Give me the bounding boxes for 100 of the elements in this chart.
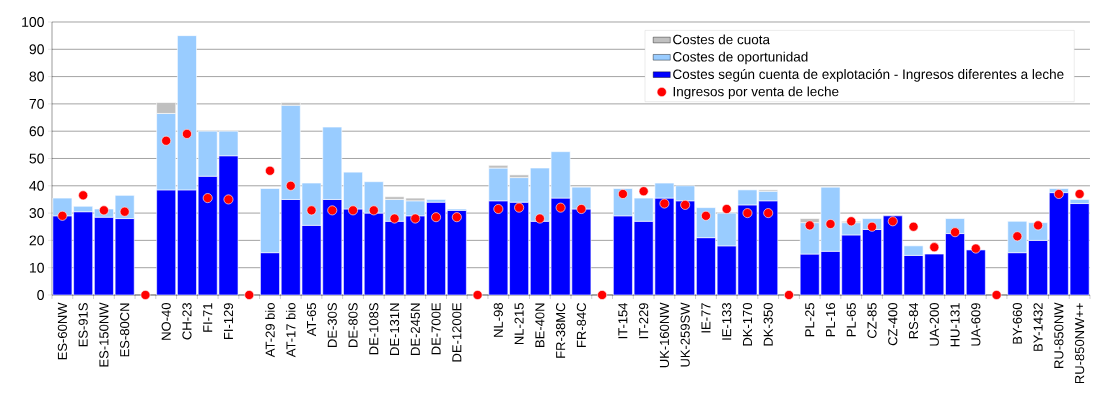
x-tick-label: DE-700E	[431, 303, 441, 355]
x-tick-label: DE-108S	[369, 303, 379, 355]
point	[784, 290, 794, 300]
point	[1012, 231, 1023, 242]
x-tick-label: DK-350	[763, 303, 773, 346]
x-tick-label: CZ-85	[867, 303, 877, 338]
point	[991, 290, 1002, 300]
x-tick-label: FR-38MC	[556, 303, 566, 358]
point	[140, 290, 151, 300]
x-tick-label: IE-133	[722, 303, 732, 340]
point	[597, 290, 608, 300]
point	[161, 135, 172, 146]
point	[721, 204, 732, 214]
x-tick-label: DE-30S	[327, 303, 337, 347]
x-tick-label: PL-65	[846, 303, 856, 337]
x-tick-label: UA-200	[929, 303, 939, 346]
x-tick-label: ES-60NW	[57, 302, 67, 360]
y-tick-label: 100	[22, 17, 44, 27]
legend-label: Ingresos por venta de leche	[673, 86, 839, 99]
point	[431, 212, 441, 223]
x-tick-label: UA-609	[971, 303, 981, 346]
x-tick-label: FI-129	[223, 303, 234, 340]
point	[99, 205, 109, 216]
y-tick-label: 40	[29, 180, 44, 191]
point	[57, 210, 68, 221]
x-tick-label: RU-850NW++	[1074, 303, 1085, 384]
point	[804, 220, 815, 231]
x-tick-label: AT-29 bio	[265, 303, 275, 358]
y-tick-label: 90	[29, 44, 44, 55]
legend-label: Costes de cuota	[673, 34, 771, 45]
x-tick-label: NO-40	[161, 303, 171, 340]
x-tick-label: CH-23	[182, 303, 192, 340]
point	[763, 208, 774, 218]
x-tick-label: UK-160NW	[659, 302, 670, 368]
point	[617, 189, 628, 199]
point	[78, 190, 89, 201]
x-tick-label: RU-850NW	[1054, 302, 1064, 368]
x-tick-label: BE-40N	[535, 303, 545, 347]
y-tick-label: 60	[29, 126, 44, 137]
x-tick-label: FI-71	[203, 303, 213, 332]
x-tick-label: ES-80CN	[120, 303, 130, 357]
x-tick-label: IT-229	[639, 303, 649, 339]
point	[1053, 189, 1064, 199]
x-tick-label: DE-131N	[389, 303, 400, 355]
x-tick-label: AT-65	[306, 303, 317, 337]
point	[680, 200, 691, 210]
legend-label: Costes de oportunidad	[673, 51, 808, 65]
point	[929, 242, 940, 253]
point	[327, 205, 338, 216]
legend-label: Costes según cuenta de explotación - Ingresos diferentes a leche	[673, 68, 1064, 82]
x-tick-label: ES-91S	[78, 303, 88, 347]
x-tick-label: NL-98	[493, 303, 503, 337]
y-tick-label: 50	[29, 153, 44, 164]
point	[348, 205, 358, 216]
point	[908, 221, 919, 232]
point	[1074, 189, 1085, 199]
point	[306, 205, 317, 216]
x-tick-label: UK-259SW	[680, 302, 690, 367]
y-tick-label: 0	[37, 290, 44, 300]
x-tick-label: FR-84C	[576, 303, 586, 347]
y-tick-label: 10	[29, 262, 44, 273]
point	[659, 198, 670, 209]
point	[285, 180, 296, 191]
point	[742, 208, 753, 218]
x-tick-label: PL-25	[805, 303, 815, 337]
x-tick-label: PL-16	[825, 303, 836, 337]
point	[202, 193, 213, 203]
point	[970, 243, 981, 254]
point	[493, 204, 504, 214]
point	[825, 219, 836, 229]
x-tick-label: CZ-400	[888, 303, 898, 346]
x-tick-label: DE-80S	[348, 303, 358, 347]
point	[368, 205, 379, 216]
x-tick-label: BY-660	[1012, 303, 1022, 344]
point	[514, 202, 524, 213]
x-tick-label: DE-245N	[410, 303, 420, 355]
x-tick-label: BY-1432	[1033, 303, 1043, 351]
x-tick-label: IE-77	[701, 303, 711, 333]
point	[701, 210, 711, 221]
point	[846, 216, 857, 227]
point	[576, 204, 587, 214]
point	[389, 213, 400, 224]
x-tick-label: RS-84	[908, 302, 919, 339]
point	[265, 165, 275, 176]
point	[1033, 220, 1043, 231]
point	[182, 129, 192, 139]
x-tick-label: ES-150NW	[99, 302, 109, 367]
y-tick-label: 80	[29, 71, 44, 82]
point	[867, 221, 877, 232]
x-tick-label: IT-154	[618, 302, 628, 339]
x-tick-label: NL-215	[514, 303, 524, 345]
x-tick-label: AT-17 bio	[285, 303, 296, 358]
point	[638, 186, 649, 197]
point	[119, 206, 130, 217]
point	[451, 212, 462, 223]
point	[555, 202, 566, 213]
point	[410, 213, 421, 224]
point	[244, 290, 255, 300]
x-tick-label: HU-131	[950, 303, 960, 347]
point	[223, 194, 234, 205]
